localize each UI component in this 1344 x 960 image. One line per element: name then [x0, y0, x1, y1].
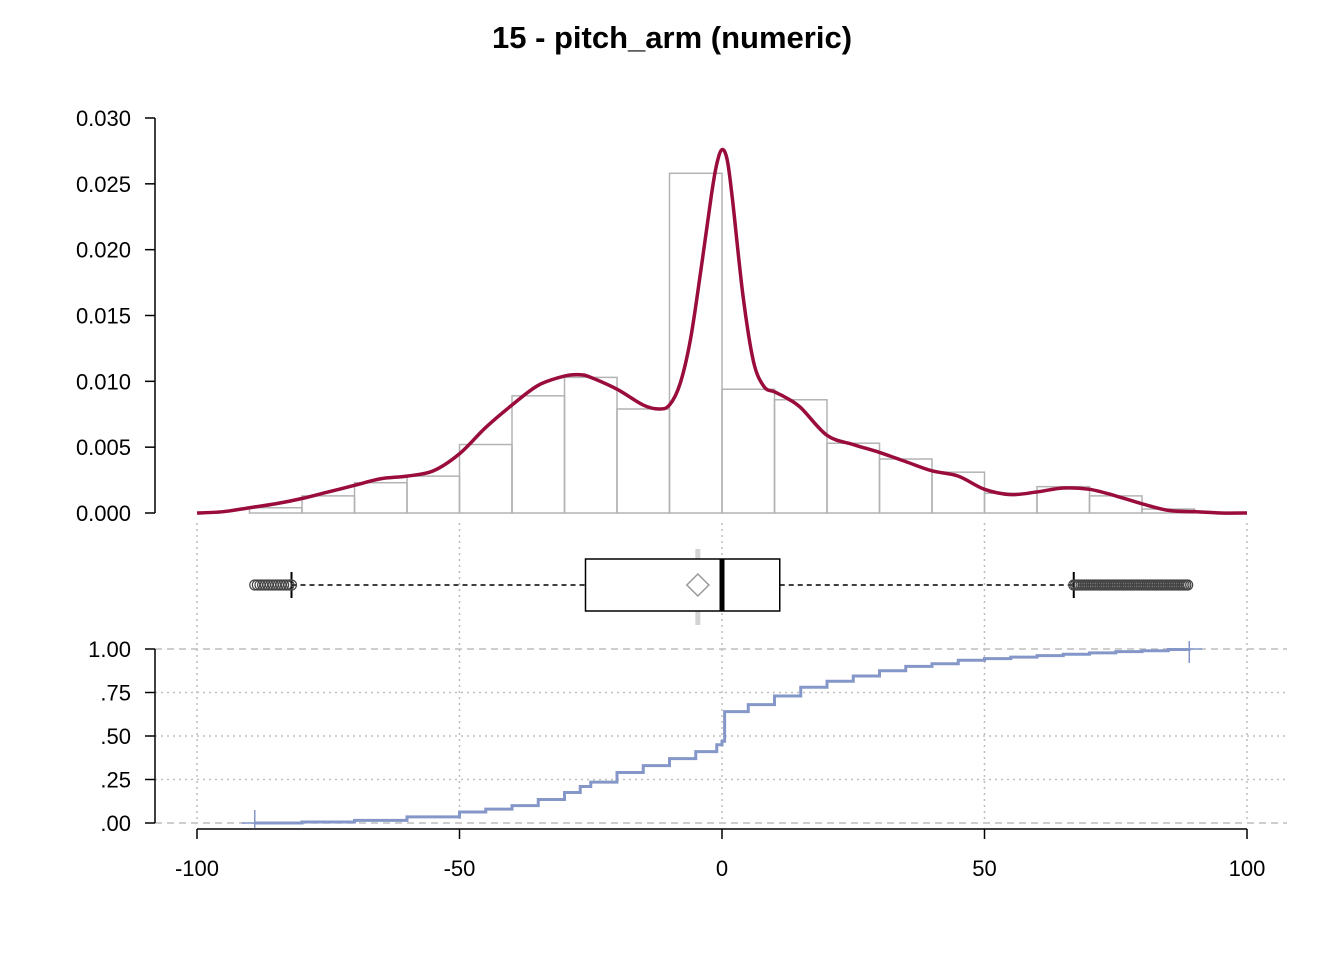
density-y-tick-label: 0.020	[76, 238, 131, 263]
outlier-point	[283, 579, 295, 591]
density-y-tick-label: 0.025	[76, 172, 131, 197]
outlier-point	[278, 579, 290, 591]
histogram-bar	[248, 506, 303, 514]
chart-title: 15 - pitch_arm (numeric)	[491, 20, 853, 55]
x-tick-label: -100	[175, 856, 219, 881]
interquartile-box	[584, 558, 781, 612]
ecdf-y-tick-label: .25	[100, 768, 131, 793]
histogram-bar	[931, 471, 986, 514]
histogram-bar	[1088, 495, 1143, 514]
boxplot-layer	[249, 549, 1194, 625]
x-tick-label: 100	[1229, 856, 1266, 881]
density-y-tick-label: 0.015	[76, 304, 131, 329]
density-y-tick-label: 0.010	[76, 369, 131, 394]
density-curve	[196, 147, 1248, 515]
density-y-tick-label: 0.005	[76, 435, 131, 460]
ecdf-y-tick-label: 1.00	[88, 637, 131, 662]
axis-layer: 0.000 0.005 0.010 0.015 0.020 0.025 0.030 1.00.…	[76, 106, 1265, 881]
ecdf-y-tick-label: .75	[100, 681, 131, 706]
outlier-point	[1182, 579, 1194, 591]
histogram-bar	[511, 395, 566, 514]
density-y-tick-label: 0.000	[76, 501, 131, 526]
histogram-bar	[826, 442, 881, 514]
outlier-point	[280, 579, 292, 591]
histogram-bar	[458, 443, 513, 514]
density-y-tick-label: 0.030	[76, 106, 131, 131]
ecdf-y-tick-label: .50	[100, 724, 131, 749]
ecdf-y-tick-label: .00	[100, 811, 131, 836]
x-tick-label: -50	[444, 856, 476, 881]
density-layer	[196, 147, 1248, 515]
x-tick-label: 50	[972, 856, 996, 881]
mean-diamond	[685, 572, 710, 598]
outlier-point	[285, 579, 298, 591]
histogram-bar	[721, 388, 776, 514]
histogram-layer	[248, 172, 1196, 514]
ecdf-line	[254, 648, 1191, 825]
histogram-bar	[616, 408, 671, 514]
histogram-bar	[406, 475, 461, 514]
histogram-bar	[301, 495, 356, 514]
x-tick-label: 0	[716, 856, 728, 881]
histogram-bar	[773, 399, 828, 514]
histogram-bar	[668, 172, 723, 514]
histogram-bar	[353, 481, 408, 514]
histogram-bar	[563, 376, 618, 514]
ecdf-layer	[241, 641, 1203, 828]
